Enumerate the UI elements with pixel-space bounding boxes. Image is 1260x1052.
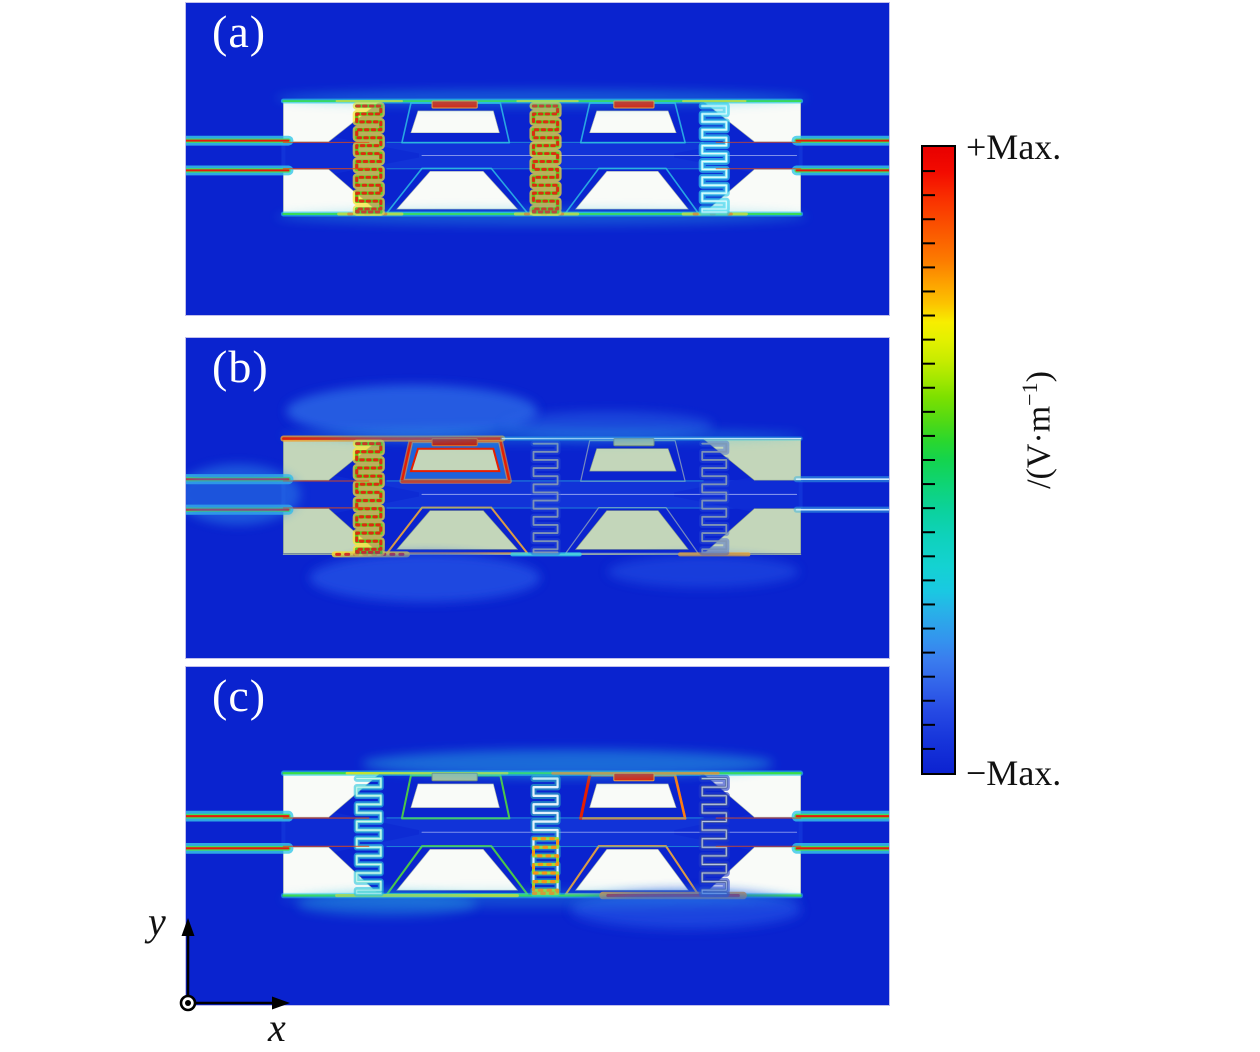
- panel-label-c: (c): [212, 670, 267, 721]
- colorbar: [921, 145, 956, 775]
- origin-dot: [185, 1000, 191, 1006]
- coordinate-axes: [179, 918, 290, 1012]
- unit-prefix: /(V·m: [1020, 405, 1058, 489]
- panel-label-a: (a): [212, 6, 267, 57]
- x-axis-label: x: [268, 1005, 286, 1050]
- y-axis-label: y: [148, 899, 166, 944]
- unit-superscript: −1: [1017, 382, 1042, 406]
- colorbar-max-label: +Max.: [966, 127, 1062, 167]
- field-map-b: [186, 338, 889, 658]
- x-axis-arrowhead: [272, 996, 290, 1010]
- y-axis-arrowhead: [181, 918, 195, 936]
- panel-a: (a): [186, 3, 889, 315]
- colorbar-min-label: −Max.: [966, 753, 1062, 793]
- colorbar-unit-label: /(V·m−1): [1017, 340, 1059, 520]
- panel-label-b: (b): [212, 341, 269, 392]
- panel-c: (c): [186, 667, 889, 1005]
- field-map-a: [186, 3, 889, 315]
- colorbar-gradient: [923, 147, 954, 773]
- unit-suffix: ): [1020, 371, 1058, 383]
- panel-b: (b): [186, 338, 889, 658]
- field-map-c: [186, 667, 889, 1005]
